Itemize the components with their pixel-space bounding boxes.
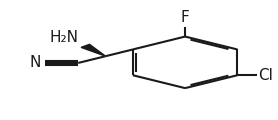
Text: Cl: Cl bbox=[258, 68, 273, 83]
Text: H₂N: H₂N bbox=[49, 30, 78, 45]
Text: F: F bbox=[181, 10, 190, 25]
Polygon shape bbox=[81, 44, 106, 56]
Text: N: N bbox=[30, 55, 41, 70]
